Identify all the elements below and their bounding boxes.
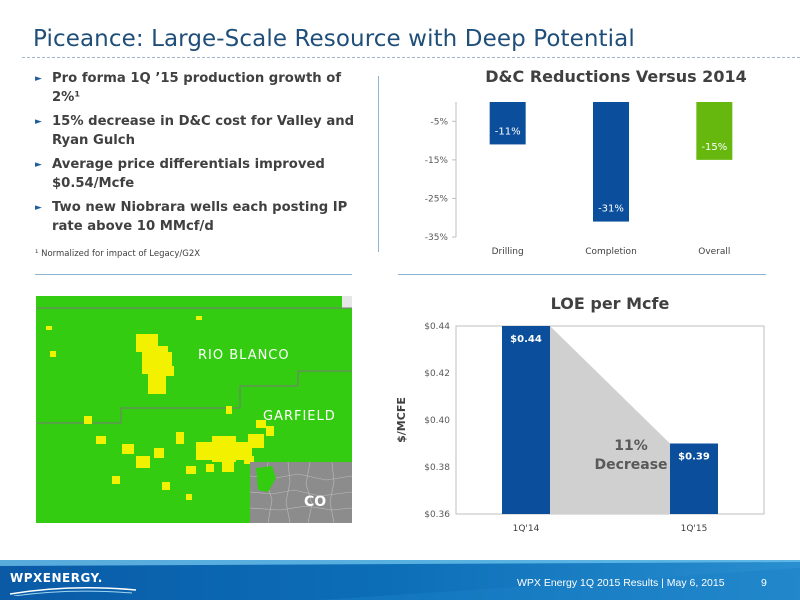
- y-tick-label: $0.44: [424, 322, 450, 332]
- colorado-inset: CO: [249, 461, 352, 523]
- acreage-blocks: [46, 316, 274, 500]
- title-divider: [22, 57, 800, 58]
- bullet-text: 15% decrease in D&C cost for Valley and …: [52, 114, 355, 148]
- bar-value-label: $0.39: [678, 452, 710, 463]
- state-label: CO: [304, 494, 326, 510]
- bullet-item: ► Pro forma 1Q ’15 production growth of 2…: [35, 70, 365, 107]
- chart-title: LOE per Mcfe: [551, 294, 670, 313]
- loe-chart: LOE per Mcfe $/MCFE $0.44 $0.42 $0.40 $0.38 $0…: [395, 294, 765, 534]
- y-tick-label: -35%: [425, 233, 449, 243]
- y-tick-label: $0.36: [424, 510, 450, 520]
- bar-value-label: -11%: [495, 126, 521, 137]
- bar-value-label: -31%: [598, 204, 624, 215]
- bullet-text: Two new Niobrara wells each posting IP r…: [52, 200, 348, 234]
- decrease-wedge: [550, 326, 670, 514]
- county-label-rio-blanco: RIO BLANCO: [198, 348, 290, 363]
- x-tick-label: Completion: [585, 247, 637, 257]
- bullet-arrow-icon: ►: [35, 203, 42, 213]
- page-number: 9: [761, 577, 767, 589]
- bullet-item: ► Average price differentials improved $0…: [35, 156, 365, 193]
- left-section-rule: [35, 274, 352, 275]
- bullet-arrow-icon: ►: [35, 117, 42, 127]
- x-tick-label: Drilling: [492, 247, 524, 257]
- piceance-map: RIO BLANCO GARFIELD CO: [36, 296, 352, 523]
- company-logo: WPXENERGY.: [10, 571, 103, 585]
- bullet-arrow-icon: ►: [35, 74, 42, 84]
- logo-swoosh-icon: [10, 586, 137, 596]
- annotation-percent: 11%: [614, 438, 648, 454]
- y-tick-label: -25%: [425, 194, 449, 204]
- bar-value-label: -15%: [701, 142, 727, 153]
- page-title: Piceance: Large-Scale Resource with Deep…: [33, 26, 635, 52]
- bullet-item: ► Two new Niobrara wells each posting IP …: [35, 199, 365, 236]
- y-tick-label: $0.42: [424, 369, 450, 379]
- dc-reductions-chart: D&C Reductions Versus 2014 -5% -15% -25% -35…: [425, 67, 747, 257]
- bullet-text: Pro forma 1Q ’15 production growth of 2%…: [52, 71, 342, 105]
- county-label-garfield: GARFIELD: [263, 409, 336, 424]
- footnote: ¹ Normalized for impact of Legacy/G2X: [35, 249, 201, 259]
- y-tick-label: -15%: [425, 156, 449, 166]
- bar-overall: [696, 102, 733, 160]
- x-tick-label: 1Q'14: [513, 524, 540, 534]
- bar-1q14: [502, 326, 550, 514]
- y-tick-label: -5%: [430, 117, 448, 127]
- bullet-list: ► Pro forma 1Q ’15 production growth of 2…: [35, 70, 365, 242]
- x-tick-label: 1Q'15: [681, 524, 708, 534]
- map-corner: [342, 296, 352, 308]
- vertical-divider: [378, 76, 379, 252]
- y-axis-label: $/MCFE: [395, 397, 408, 443]
- county-boundary: [36, 370, 352, 424]
- right-section-rule: [398, 274, 766, 275]
- bar-value-label: $0.44: [510, 334, 542, 345]
- y-tick-label: $0.40: [424, 416, 450, 426]
- bar-1q15: [670, 443, 718, 514]
- chart-title: D&C Reductions Versus 2014: [485, 67, 746, 86]
- annotation-label: Decrease: [594, 457, 667, 473]
- bar-drilling: [489, 102, 526, 145]
- x-tick-label: Overall: [698, 247, 730, 257]
- bullet-arrow-icon: ►: [35, 160, 42, 170]
- bullet-item: ► 15% decrease in D&C cost for Valley and…: [35, 113, 365, 150]
- footer-band: [0, 560, 800, 600]
- bullet-text: Average price differentials improved $0.…: [52, 157, 325, 191]
- y-tick-label: $0.38: [424, 463, 450, 473]
- footer-text: WPX Energy 1Q 2015 Results | May 6, 2015: [517, 577, 725, 589]
- bar-completion: [593, 102, 629, 222]
